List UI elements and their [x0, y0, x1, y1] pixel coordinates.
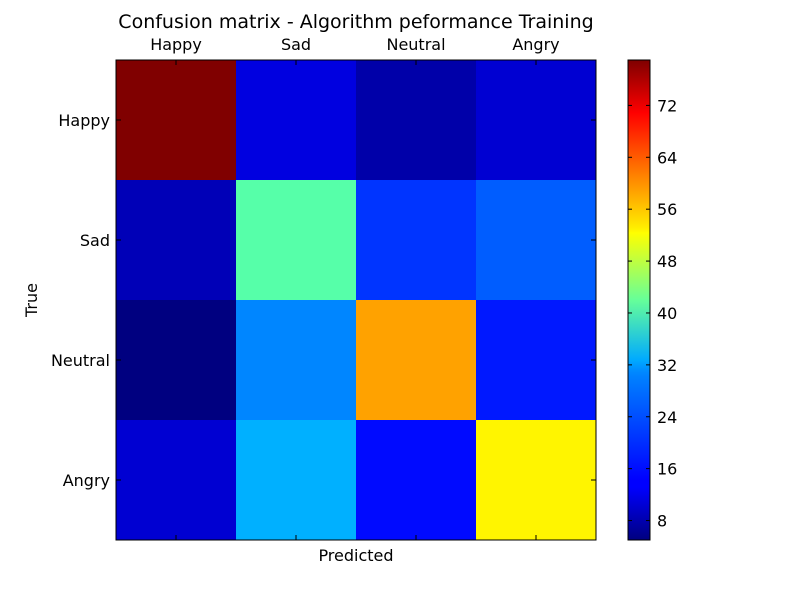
x-tick-label: Neutral [386, 35, 445, 54]
colorbar-tick-label: 64 [657, 148, 677, 167]
colorbar-tick-label: 8 [657, 512, 667, 531]
heatmap-cell [356, 180, 477, 301]
y-tick-label: Angry [63, 471, 110, 490]
y-tick-labels: Happy Sad Neutral Angry [51, 111, 110, 490]
y-tick-label: Sad [80, 231, 110, 250]
heatmap-cell [116, 420, 237, 541]
colorbar-ticks: 8 16 24 32 40 48 56 64 72 [628, 96, 677, 531]
y-tick-label: Happy [58, 111, 110, 130]
heatmap-cell [476, 300, 597, 421]
chart-title: Confusion matrix - Algorithm peformance … [118, 11, 593, 33]
heatmap-cell [236, 60, 357, 181]
x-tick-label: Angry [512, 35, 559, 54]
heatmap-cell [236, 300, 357, 421]
heatmap-cell [116, 300, 237, 421]
heatmap-cell [476, 420, 597, 541]
heatmap-cell [116, 60, 237, 181]
heatmap-cell [116, 180, 237, 301]
matrix-cells [116, 60, 597, 541]
colorbar-tick-label: 24 [657, 408, 677, 427]
colorbar-tick-label: 16 [657, 460, 677, 479]
heatmap-cell [476, 180, 597, 301]
heatmap-cell [356, 60, 477, 181]
colorbar-tick-label: 56 [657, 200, 677, 219]
heatmap-cell [356, 420, 477, 541]
x-tick-label: Sad [281, 35, 311, 54]
heatmap-cell [476, 60, 597, 181]
colorbar-tick-label: 72 [657, 96, 677, 115]
matrix-frame [115, 59, 597, 541]
y-axis-label: True [22, 283, 41, 318]
heatmap-cell [236, 180, 357, 301]
y-tick-label: Neutral [51, 351, 110, 370]
colorbar-tick-label: 32 [657, 356, 677, 375]
heatmap-cell [356, 300, 477, 421]
x-tick-labels: Happy Sad Neutral Angry [150, 35, 559, 54]
colorbar [627, 59, 651, 541]
colorbar-tick-label: 48 [657, 252, 677, 271]
colorbar-tick-label: 40 [657, 304, 677, 323]
x-tick-label: Happy [150, 35, 202, 54]
heatmap-cell [236, 420, 357, 541]
x-axis-label: Predicted [318, 546, 393, 565]
matrix-ticks [116, 60, 596, 540]
